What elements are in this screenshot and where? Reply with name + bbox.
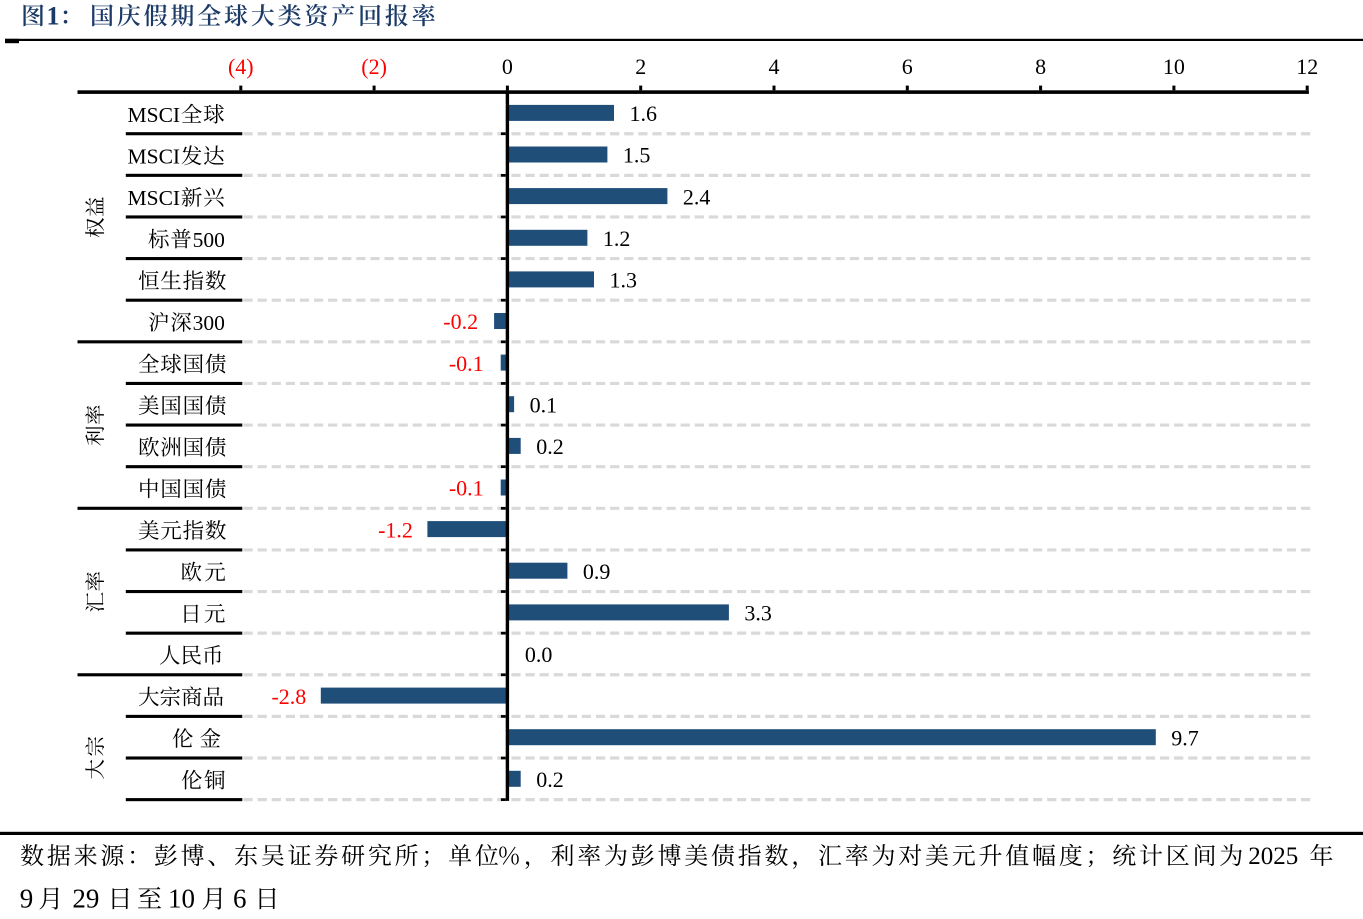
svg-text:MSCI: MSCI	[128, 103, 181, 127]
svg-text:3.3: 3.3	[744, 601, 772, 626]
svg-text:MSCI: MSCI	[128, 186, 181, 210]
svg-text:8: 8	[1035, 54, 1046, 79]
svg-text:1.6: 1.6	[630, 101, 658, 126]
svg-text:MSCI: MSCI	[128, 145, 181, 169]
svg-text:0.2: 0.2	[536, 767, 564, 792]
svg-text:0.1: 0.1	[530, 392, 558, 417]
svg-text:9.7: 9.7	[1171, 725, 1199, 750]
svg-text:-0.2: -0.2	[443, 309, 478, 334]
svg-text:1: 1	[47, 1, 60, 30]
svg-text:0.0: 0.0	[525, 642, 553, 667]
svg-text:-2.8: -2.8	[271, 684, 306, 709]
svg-text:9: 9	[20, 884, 34, 914]
svg-text:(2): (2)	[361, 54, 387, 79]
svg-text:1.5: 1.5	[623, 143, 651, 168]
svg-text:0: 0	[502, 54, 513, 79]
svg-text:10: 10	[1163, 54, 1185, 79]
svg-text:2: 2	[635, 54, 646, 79]
svg-text:300: 300	[193, 311, 225, 335]
svg-text:500: 500	[193, 228, 225, 252]
svg-text:-1.2: -1.2	[378, 517, 413, 542]
svg-text:(4): (4)	[228, 54, 254, 79]
svg-text:0.9: 0.9	[583, 559, 611, 584]
svg-text:4: 4	[769, 54, 780, 79]
svg-text:2025: 2025	[1248, 843, 1298, 870]
svg-text:1.2: 1.2	[603, 226, 631, 251]
svg-text:2.4: 2.4	[683, 184, 711, 209]
svg-text:-0.1: -0.1	[449, 351, 484, 376]
svg-text:29: 29	[72, 884, 99, 914]
svg-text:6: 6	[233, 884, 247, 914]
svg-text:12: 12	[1296, 54, 1318, 79]
svg-text:-0.1: -0.1	[449, 476, 484, 501]
svg-text:6: 6	[902, 54, 913, 79]
svg-text:1.3: 1.3	[610, 268, 638, 293]
svg-text:0.2: 0.2	[536, 434, 564, 459]
svg-text:10: 10	[168, 884, 195, 914]
